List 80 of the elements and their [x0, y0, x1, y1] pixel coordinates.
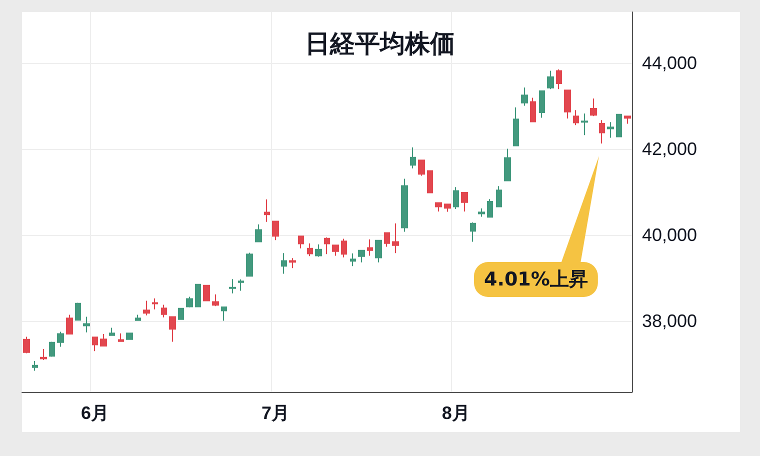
candlestick — [453, 186, 459, 210]
candlestick — [307, 242, 313, 257]
candlestick — [461, 192, 468, 212]
text: 日経平均株価 — [305, 29, 455, 58]
candlestick — [221, 306, 227, 322]
candlestick — [624, 116, 631, 124]
candlestick — [470, 222, 476, 242]
candlestick — [332, 244, 339, 256]
candlestick — [57, 331, 64, 348]
candlestick — [530, 97, 536, 122]
candlestick — [521, 86, 528, 106]
candlestick — [573, 110, 579, 126]
candlestick — [590, 98, 597, 117]
candlestick — [375, 240, 382, 263]
candlestick — [478, 208, 485, 218]
candlestick — [66, 314, 73, 335]
y-tick-label: 44,000 — [642, 53, 698, 74]
candlestick — [255, 224, 262, 242]
candlestick — [75, 302, 81, 321]
candlestick — [186, 296, 193, 308]
candlestick — [513, 106, 519, 146]
candlestick — [616, 114, 622, 138]
x-tick-label: 8月 — [442, 403, 470, 423]
candlestick — [341, 238, 347, 258]
candlestick — [229, 278, 236, 294]
y-tick-label: 40,000 — [642, 225, 698, 246]
candlestick — [504, 148, 511, 182]
candlestick — [401, 178, 408, 232]
candlestick — [246, 252, 253, 277]
candlestick — [607, 122, 614, 138]
candlestick — [350, 252, 356, 267]
candlestick — [410, 146, 416, 169]
candlestick — [161, 304, 167, 318]
candlestick — [581, 112, 588, 136]
x-tick-label: 7月 — [261, 403, 290, 423]
candlestick — [23, 336, 30, 354]
candlestick — [83, 316, 90, 333]
candlestick — [169, 316, 176, 342]
candlestick — [547, 70, 554, 90]
candlestick — [178, 308, 184, 320]
candlestick — [384, 232, 390, 248]
candlestick — [435, 202, 442, 212]
candlestick — [135, 314, 141, 321]
candlestick — [32, 360, 38, 372]
candlestick — [367, 238, 373, 256]
y-tick-label: 42,000 — [642, 139, 698, 160]
candlestick — [126, 332, 133, 340]
candlestick — [496, 186, 502, 208]
y-tick-label: 38,000 — [642, 311, 698, 332]
candlestick — [392, 222, 399, 254]
candlestick — [315, 244, 322, 258]
candlestick — [599, 120, 605, 144]
candlestick — [100, 334, 107, 347]
candlestick — [92, 336, 98, 352]
candlestick — [118, 332, 124, 342]
candlestick — [109, 327, 115, 336]
candlestick — [264, 198, 270, 222]
annotation: 4.01%上昇 — [484, 268, 588, 290]
candlestick — [49, 341, 55, 358]
candlestick — [418, 160, 425, 176]
candlestick — [40, 348, 47, 361]
candlestick — [444, 204, 451, 212]
candlestick — [324, 236, 330, 255]
candlestick — [238, 278, 244, 292]
candlestick — [289, 258, 296, 269]
x-tick-label: 6月 — [81, 403, 110, 423]
candlestick — [427, 170, 433, 194]
candlestick — [272, 220, 279, 241]
candlestick — [143, 300, 150, 316]
candlestick — [212, 294, 219, 307]
candlestick — [195, 284, 201, 308]
candlestick — [298, 236, 304, 249]
candlestick — [152, 298, 158, 310]
candlestick — [203, 284, 210, 302]
candlestick — [281, 252, 287, 274]
candlestick — [556, 68, 562, 90]
candlestick — [487, 198, 493, 218]
candlestick — [539, 90, 545, 118]
candlestick — [564, 90, 571, 119]
candlestick — [358, 250, 365, 263]
